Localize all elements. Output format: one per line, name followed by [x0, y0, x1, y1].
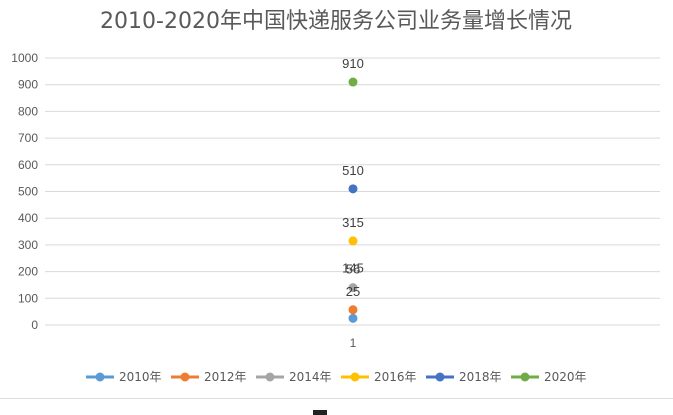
data-point	[348, 283, 358, 293]
data-points	[348, 77, 358, 323]
y-tick-label: 200	[18, 265, 38, 279]
divider	[0, 398, 673, 399]
data-point	[348, 184, 358, 194]
data-label: 910	[342, 56, 364, 71]
legend-label: 2014年	[289, 370, 332, 384]
y-tick-label: 700	[18, 131, 38, 145]
y-tick-label: 1000	[11, 51, 38, 65]
y-tick-label: 400	[18, 211, 38, 225]
legend: 2010年 2012年 2014年 2016年 2018年 2020年	[86, 370, 587, 384]
legend-item: 2014年	[256, 370, 332, 384]
legend-label: 2020年	[544, 370, 587, 384]
legend-marker	[520, 372, 530, 382]
chart: 2010-2020年中国快递服务公司业务量增长情况 0 100 200 300 400 5…	[11, 9, 660, 384]
y-tick-label: 800	[18, 104, 38, 118]
y-tick-label: 300	[18, 238, 38, 252]
legend-marker	[180, 372, 190, 382]
data-label: 56	[346, 262, 360, 277]
legend-item: 2016年	[341, 370, 417, 384]
y-tick-label: 100	[18, 291, 38, 305]
data-label: 145	[342, 260, 364, 275]
legend-marker	[95, 372, 105, 382]
x-axis-ticks: 1	[350, 336, 357, 350]
data-point	[348, 313, 358, 323]
y-axis-ticks: 0 100 200 300 400 500 600 700 800 900 1000	[11, 51, 38, 332]
legend-label: 2012年	[204, 370, 247, 384]
chart-title: 2010-2020年中国快递服务公司业务量增长情况	[100, 9, 572, 34]
x-tick-label: 1	[350, 336, 357, 350]
data-point	[348, 236, 358, 246]
legend-marker	[435, 372, 445, 382]
legend-label: 2018年	[459, 370, 502, 384]
legend-label: 2016年	[374, 370, 417, 384]
legend-label: 2010年	[119, 370, 162, 384]
data-point	[348, 77, 358, 87]
legend-marker	[350, 372, 360, 382]
legend-item: 2010年	[86, 370, 162, 384]
data-label: 510	[342, 163, 364, 178]
data-point	[348, 305, 358, 315]
data-labels: 25 56 315 510 910 145	[342, 56, 364, 299]
legend-item: 2018年	[426, 370, 502, 384]
cursor-glyph	[313, 410, 327, 415]
legend-item: 2020年	[511, 370, 587, 384]
data-label: 315	[342, 215, 364, 230]
legend-item: 2012年	[171, 370, 247, 384]
y-tick-label: 500	[18, 185, 38, 199]
y-tick-label: 0	[31, 318, 38, 332]
data-label: 25	[346, 284, 360, 299]
y-tick-label: 900	[18, 78, 38, 92]
y-tick-label: 600	[18, 158, 38, 172]
legend-marker	[265, 372, 275, 382]
